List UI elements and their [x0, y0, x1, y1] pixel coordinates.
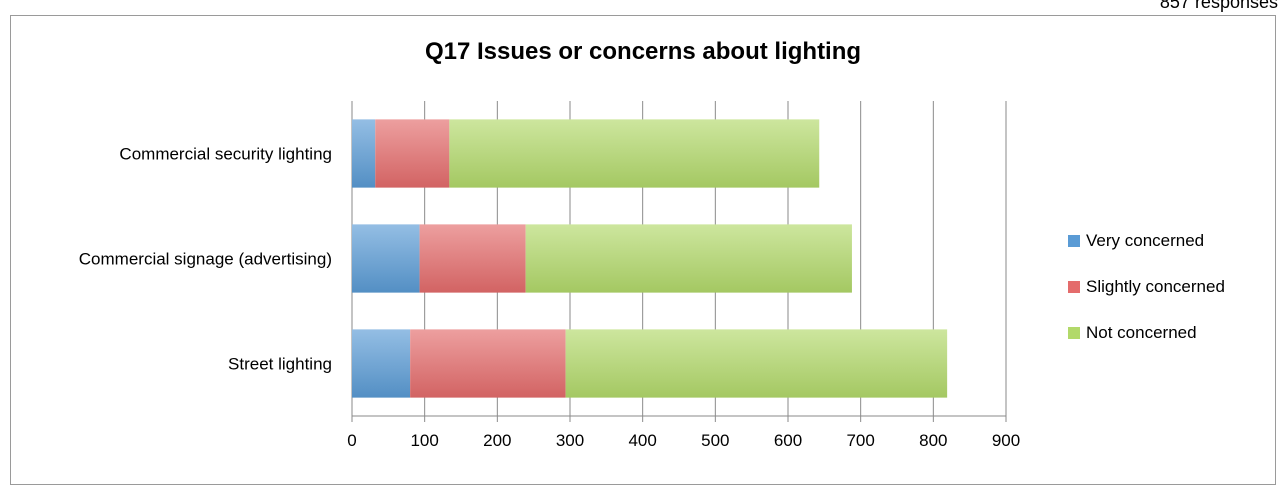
chart-legend: Very concerned Slightly concerned Not co…	[1068, 218, 1225, 356]
x-tick-label: 800	[919, 431, 947, 450]
bar-segment-slightly-concerned	[410, 329, 566, 398]
y-category-label: Commercial signage (advertising)	[79, 250, 332, 269]
legend-swatch-very-concerned	[1068, 235, 1080, 247]
x-tick-label: 100	[410, 431, 438, 450]
x-tick-label: 0	[347, 431, 356, 450]
legend-swatch-not-concerned	[1068, 327, 1080, 339]
bar-segment-very-concerned	[352, 119, 376, 188]
y-category-label: Commercial security lighting	[119, 145, 332, 164]
x-tick-label: 300	[556, 431, 584, 450]
bar-segment-very-concerned	[352, 224, 420, 293]
x-tick-label: 500	[701, 431, 729, 450]
bar-segment-slightly-concerned	[419, 224, 526, 293]
x-tick-label: 700	[846, 431, 874, 450]
legend-label: Very concerned	[1086, 231, 1205, 250]
bar-chart: Commercial security lighting Commercial s…	[79, 101, 1020, 450]
bar-segment-slightly-concerned	[375, 119, 450, 188]
legend-item-not-concerned: Not concerned	[1068, 310, 1225, 356]
x-tick-label: 600	[774, 431, 802, 450]
legend-label: Not concerned	[1086, 323, 1197, 342]
legend-label: Slightly concerned	[1086, 277, 1225, 296]
response-count-note: 857 responses	[1159, 0, 1278, 12]
y-category-label: Street lighting	[228, 355, 332, 374]
bar-segment-not-concerned	[449, 119, 820, 188]
legend-swatch-slightly-concerned	[1068, 281, 1080, 293]
chart-title: Q17 Issues or concerns about lighting	[424, 38, 862, 65]
bar-segment-not-concerned	[525, 224, 852, 293]
x-tick-label: 900	[992, 431, 1020, 450]
legend-item-slightly-concerned: Slightly concerned	[1068, 264, 1225, 310]
legend-item-very-concerned: Very concerned	[1068, 218, 1225, 264]
x-tick-label: 200	[483, 431, 511, 450]
bar-segment-not-concerned	[565, 329, 948, 398]
x-tick-label: 400	[628, 431, 656, 450]
bar-segment-very-concerned	[352, 329, 411, 398]
